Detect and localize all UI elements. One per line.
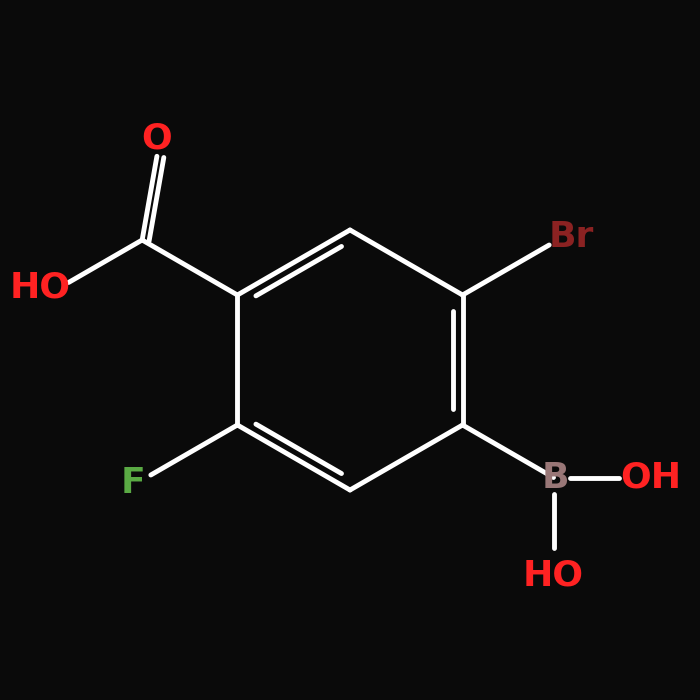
Text: HO: HO <box>10 270 71 304</box>
Text: Br: Br <box>549 220 594 254</box>
Text: B: B <box>542 461 569 494</box>
Text: OH: OH <box>620 461 681 494</box>
Text: O: O <box>141 121 172 155</box>
Text: HO: HO <box>523 559 584 592</box>
Text: F: F <box>120 466 145 500</box>
